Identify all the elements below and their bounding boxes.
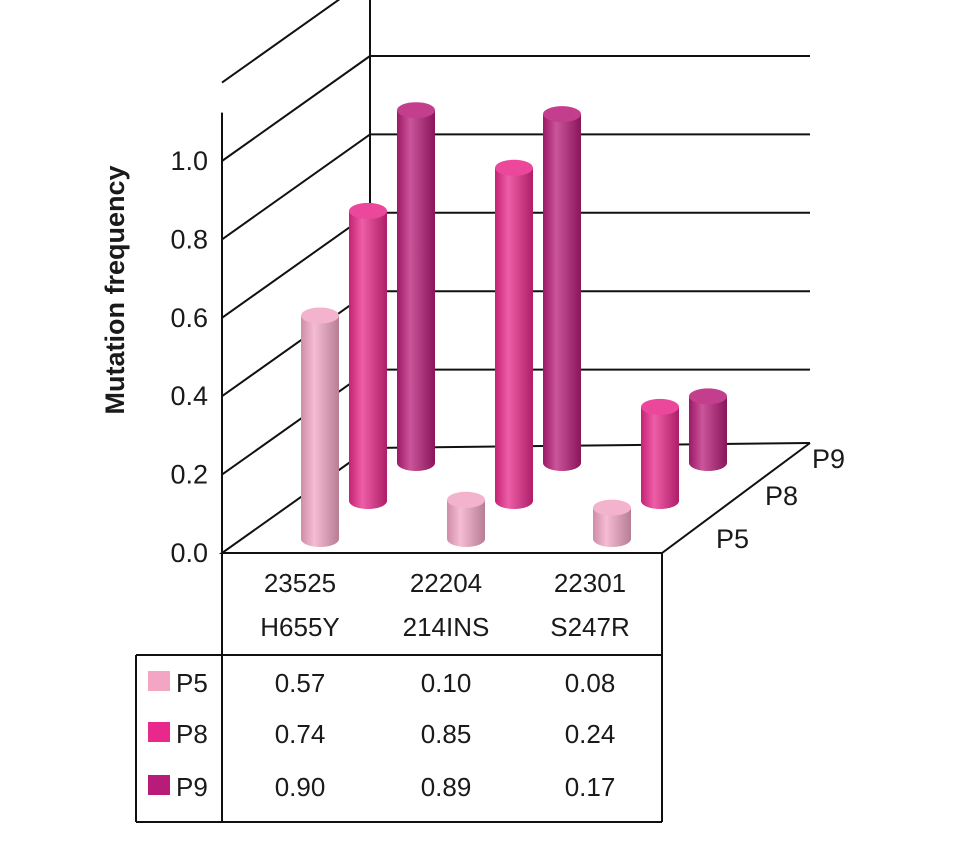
- table-value: 0.17: [565, 772, 616, 802]
- gridline-side: [221, 290, 371, 398]
- x-category-sublabel-0: H655Y: [260, 612, 340, 642]
- y-tick-label: 1.0: [170, 146, 208, 176]
- legend-label-p5: P5: [176, 668, 208, 698]
- bar-p5-1: [447, 491, 485, 547]
- gridline-side: [221, 211, 371, 319]
- table-value: 0.85: [421, 719, 472, 749]
- gridline-side: [221, 55, 371, 162]
- bar-body: [447, 499, 485, 547]
- table-value: 0.24: [565, 719, 616, 749]
- table-value: 0.10: [421, 668, 472, 698]
- legend-label-p9: P9: [176, 772, 208, 802]
- bar-body: [689, 396, 727, 471]
- bar-top: [689, 388, 727, 405]
- y-tick-label: 0.4: [170, 381, 208, 411]
- depth-label-p5: P5: [716, 524, 749, 554]
- chart-grid: [218, 0, 811, 554]
- bar-top: [543, 106, 581, 123]
- data-table: 23525 H655Y 22204 214INS 22301 S247R P5 0.57 0.1…: [135, 553, 663, 823]
- floor-back-edge: [369, 442, 811, 449]
- bar-body: [593, 507, 631, 547]
- gridline-side: [221, 368, 371, 476]
- bar-p9-1: [543, 106, 581, 472]
- bar-p8-2: [641, 398, 679, 509]
- table-value: 0.74: [275, 719, 326, 749]
- bar-body: [495, 167, 533, 510]
- bar-p9-0: [397, 102, 435, 471]
- bar-top: [495, 159, 533, 176]
- legend-swatch-p9: [148, 775, 170, 795]
- x-category-sublabel-1: 214INS: [403, 612, 490, 642]
- bar-p8-1: [495, 159, 533, 510]
- bar-p5-0: [301, 307, 339, 547]
- y-axis-label: Mutation frequency: [100, 165, 130, 414]
- bar-p5-2: [593, 499, 631, 547]
- chart-bars: [301, 102, 727, 547]
- bar-p9-2: [689, 388, 727, 471]
- bar-top: [397, 102, 435, 119]
- gridline-side: [221, 0, 341, 84]
- bar-top: [641, 398, 679, 415]
- x-category-label-2: 22301: [554, 568, 626, 598]
- legend-swatch-p5: [148, 671, 170, 691]
- bar-top: [349, 202, 387, 219]
- bar-top: [301, 307, 339, 324]
- x-category-sublabel-2: S247R: [550, 612, 630, 642]
- legend-label-p8: P8: [176, 719, 208, 749]
- legend-swatch-p8: [148, 722, 170, 742]
- bar-body: [349, 210, 387, 510]
- bar-body: [641, 406, 679, 509]
- x-category-label-0: 23525: [264, 568, 336, 598]
- chart-floor: [218, 442, 811, 554]
- bar-body: [301, 315, 339, 547]
- table-value: 0.08: [565, 668, 616, 698]
- bar-p8-0: [349, 202, 387, 510]
- bar-body: [397, 110, 435, 471]
- bar-top: [593, 499, 631, 516]
- table-value: 0.90: [275, 772, 326, 802]
- y-axis: 0.0 0.2 0.4 0.6 0.8 1.0 P5 P8 P9: [170, 146, 845, 568]
- x-category-label-1: 22204: [410, 568, 482, 598]
- y-tick-label: 0.0: [170, 538, 208, 568]
- depth-label-p9: P9: [812, 444, 845, 474]
- table-value: 0.89: [421, 772, 472, 802]
- table-value: 0.57: [275, 668, 326, 698]
- y-tick-label: 0.6: [170, 303, 208, 333]
- bar-body: [543, 114, 581, 472]
- y-tick-label: 0.8: [170, 224, 208, 254]
- bar-top: [447, 491, 485, 508]
- depth-label-p8: P8: [765, 481, 798, 511]
- y-tick-label: 0.2: [170, 460, 208, 490]
- gridline-side: [221, 133, 371, 241]
